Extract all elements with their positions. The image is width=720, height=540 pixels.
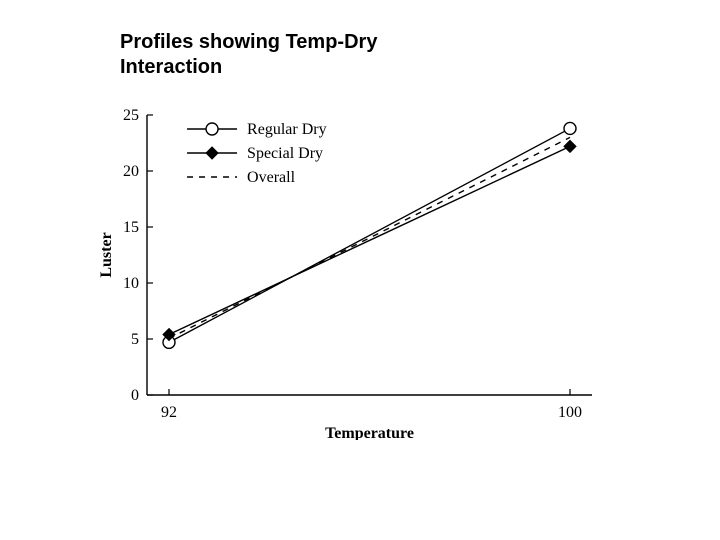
y-tick-label: 20 [123, 163, 139, 180]
y-tick-label: 5 [131, 331, 139, 348]
legend-label: Regular Dry [247, 121, 327, 138]
x-tick-label: 100 [558, 404, 582, 421]
y-tick-label: 25 [123, 107, 139, 124]
y-tick-label: 10 [123, 275, 139, 292]
chart-title: Profiles showing Temp-Dry Interaction [120, 30, 480, 80]
series-line-2 [169, 137, 570, 338]
y-tick-label: 0 [131, 387, 139, 404]
page: Profiles showing Temp-Dry Interaction 0 5… [0, 0, 720, 540]
legend: Regular Dry Special Dry Overall [187, 121, 327, 186]
legend-label: Overall [247, 169, 296, 186]
x-axis-label: Temperature [325, 425, 414, 440]
series-line-0 [169, 128, 570, 342]
interaction-chart: 0 5 10 15 20 25 92 100 Luster Temperature Regular … [95, 105, 625, 440]
y-tick-label: 15 [123, 219, 139, 236]
x-tick-label: 92 [161, 404, 177, 421]
y-axis-label: Luster [98, 232, 115, 277]
series-line-1 [169, 146, 570, 334]
legend-label: Special Dry [247, 145, 323, 162]
